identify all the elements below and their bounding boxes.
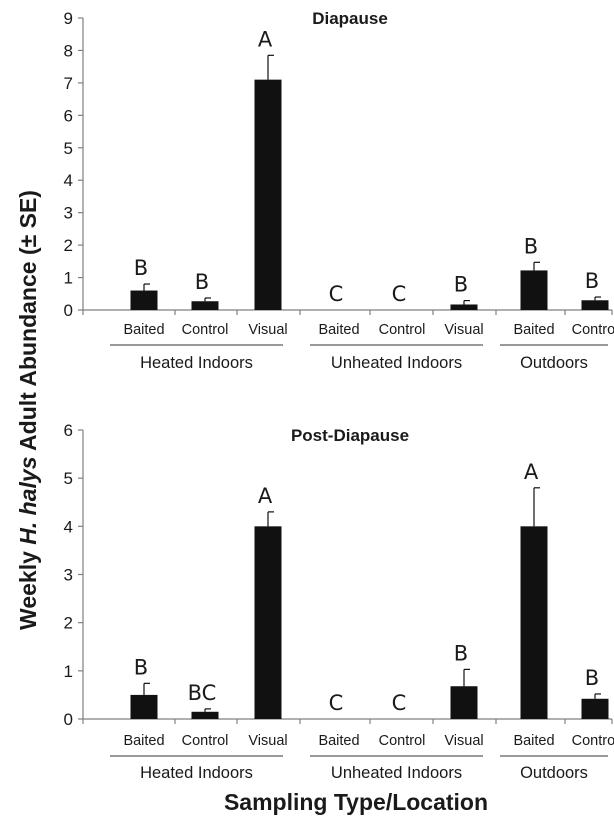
y-tick-label: 2 <box>64 614 73 633</box>
bar <box>450 686 478 719</box>
x-tick-label: Control <box>379 322 426 338</box>
y-tick-label: 1 <box>64 662 73 681</box>
y-tick-label: 4 <box>64 517 73 536</box>
x-tick-label: Visual <box>444 733 483 749</box>
group-label: Heated Indoors <box>140 354 253 372</box>
y-tick-label: 5 <box>64 469 73 488</box>
significance-letter: B <box>524 234 538 258</box>
bar <box>254 526 282 719</box>
significance-letter: C <box>392 691 407 715</box>
x-tick-label: Baited <box>513 733 554 749</box>
group-label: Outdoors <box>520 354 588 372</box>
group-label: Outdoors <box>520 764 588 782</box>
x-axis-title: Sampling Type/Location <box>224 789 488 815</box>
post-diapause-panel: Post-Diapause0123456BBaitedBCControlAVis… <box>64 421 614 782</box>
significance-letter: C <box>329 282 344 306</box>
x-tick-label: Baited <box>123 733 164 749</box>
x-tick-label: Control <box>572 733 614 749</box>
y-axis-title: Weekly H. halys Adult Abundance (± SE) <box>15 190 41 630</box>
y-tick-label: 5 <box>64 139 73 158</box>
x-tick-label: Control <box>182 322 229 338</box>
x-tick-label: Baited <box>318 322 359 338</box>
y-axis-title-species: H. halys <box>15 457 41 545</box>
bar <box>130 290 158 310</box>
y-tick-label: 1 <box>64 269 73 288</box>
significance-letter: B <box>454 641 468 665</box>
group-label: Unheated Indoors <box>331 764 462 782</box>
bar <box>130 694 158 719</box>
y-tick-label: 9 <box>64 9 73 28</box>
bar <box>520 526 548 719</box>
y-tick-label: 0 <box>64 301 73 320</box>
y-tick-label: 6 <box>64 106 73 125</box>
chart-title: Diapause <box>312 9 388 28</box>
bar <box>191 301 219 310</box>
group-label: Heated Indoors <box>140 764 253 782</box>
x-tick-label: Control <box>379 733 426 749</box>
bar <box>254 79 282 311</box>
y-tick-label: 0 <box>64 710 73 729</box>
significance-letter: C <box>329 691 344 715</box>
significance-letter: B <box>134 256 148 280</box>
y-tick-label: 6 <box>64 421 73 440</box>
x-tick-label: Control <box>572 322 614 338</box>
significance-letter: B <box>585 666 599 690</box>
y-tick-label: 2 <box>64 236 73 255</box>
bar <box>450 304 478 310</box>
y-tick-label: 3 <box>64 204 73 223</box>
x-tick-label: Baited <box>513 322 554 338</box>
significance-letter: C <box>392 282 407 306</box>
y-tick-label: 3 <box>64 566 73 585</box>
bar <box>520 270 548 310</box>
chart-title: Post-Diapause <box>291 426 409 445</box>
y-tick-label: 8 <box>64 41 73 60</box>
significance-letter: B <box>134 655 148 679</box>
y-axis-title-suffix: Adult Abundance (± SE) <box>15 190 41 456</box>
bar <box>191 711 219 719</box>
y-axis-title-prefix: Weekly <box>15 545 41 630</box>
x-tick-label: Visual <box>248 322 287 338</box>
y-tick-label: 4 <box>64 171 73 190</box>
x-tick-label: Visual <box>248 733 287 749</box>
significance-letter: B <box>585 269 599 293</box>
bar <box>581 698 609 719</box>
x-tick-label: Control <box>182 733 229 749</box>
x-tick-label: Baited <box>123 322 164 338</box>
significance-letter: BC <box>188 681 217 705</box>
x-tick-label: Visual <box>444 322 483 338</box>
diapause-panel: Diapause 0 1 2 3 4 5 6 7 8 9 B Baited B Control A Visual… <box>64 9 614 372</box>
significance-letter: A <box>258 484 273 508</box>
significance-letter: B <box>454 273 468 297</box>
x-tick-label: Baited <box>318 733 359 749</box>
significance-letter: A <box>524 460 539 484</box>
group-label: Unheated Indoors <box>331 354 462 372</box>
bar <box>581 300 609 310</box>
y-tick-label: 7 <box>64 74 73 93</box>
significance-letter: A <box>258 27 273 51</box>
significance-letter: B <box>195 270 209 294</box>
